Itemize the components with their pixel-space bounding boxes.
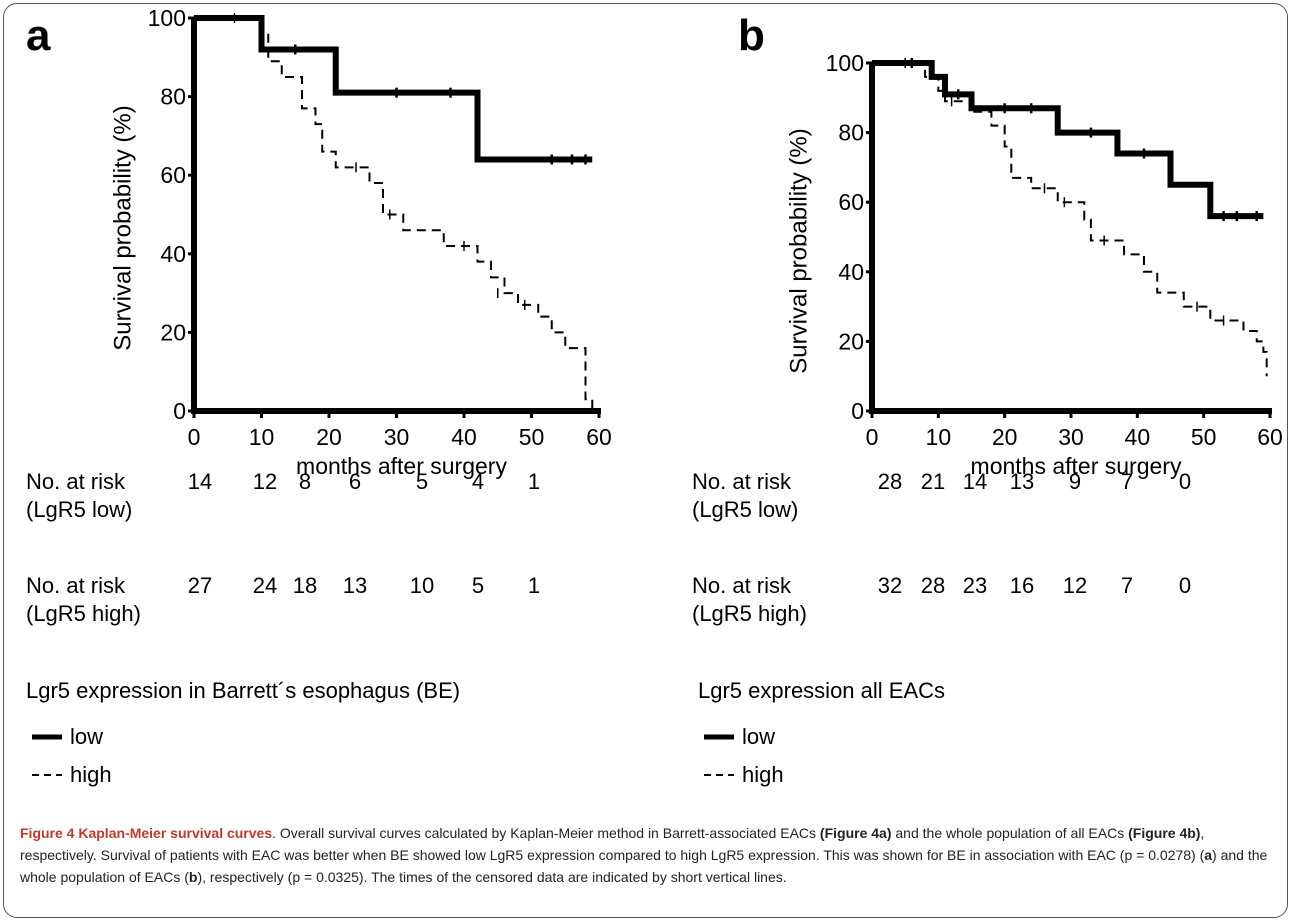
risk-number: 14 bbox=[187, 469, 213, 494]
legend-title-a: Lgr5 expression in Barrett´s esophagus (… bbox=[26, 678, 461, 703]
risk-number: 21 bbox=[920, 469, 946, 494]
panel-a: a 0 10 20 30 40 50 60 months after surgery 0 20 40… bbox=[4, 4, 650, 804]
x-tick-label: 60 bbox=[1257, 424, 1283, 450]
legend-item-high-a: high bbox=[32, 762, 112, 788]
km-curve-high bbox=[872, 62, 1268, 377]
x-axis-title: months after surgery bbox=[971, 453, 1182, 479]
x-tick-label: 0 bbox=[866, 424, 879, 450]
risk-number: 13 bbox=[342, 573, 368, 598]
risk-number: 27 bbox=[187, 573, 213, 598]
legend-label-high-b: high bbox=[742, 762, 784, 787]
x-tick-label: 40 bbox=[1125, 424, 1151, 450]
caption-ref-a: a bbox=[1204, 847, 1213, 863]
x-tick-label: 20 bbox=[992, 424, 1018, 450]
x-tick-label: 10 bbox=[249, 424, 275, 450]
risk-number: 28 bbox=[920, 573, 946, 598]
x-tick-label: 60 bbox=[586, 424, 612, 450]
caption-ref-4a: (Figure 4a) bbox=[819, 825, 892, 841]
risk-number: 7 bbox=[1120, 469, 1134, 494]
x-axis-title: months after surgery bbox=[296, 453, 507, 479]
risk-number: 32 bbox=[877, 573, 903, 598]
legend-label-high-a: high bbox=[70, 762, 112, 787]
legend-dashed-line-icon bbox=[704, 774, 734, 776]
legend-solid-line-icon bbox=[32, 734, 62, 740]
y-tick-label: 100 bbox=[826, 50, 864, 76]
risk-number: 12 bbox=[1062, 573, 1088, 598]
caption-label: Figure 4 Kaplan-Meier survival curves bbox=[20, 825, 273, 841]
figure-caption: Figure 4 Kaplan-Meier survival curves. O… bbox=[20, 822, 1282, 888]
risk-label-low-b: No. at risk (LgR5 low) bbox=[692, 469, 799, 522]
risk-number: 13 bbox=[1009, 469, 1035, 494]
risk-number: 6 bbox=[348, 469, 362, 494]
x-tick-label: 10 bbox=[926, 424, 952, 450]
caption-text: ), respectively (p = 0.0325). The times … bbox=[197, 869, 787, 885]
caption-text: , respectively. Survival of patients wit… bbox=[20, 825, 1205, 863]
risk-label-low-a: No. at risk (LgR5 low) bbox=[26, 469, 133, 522]
x-tick-label: 50 bbox=[1191, 424, 1217, 450]
x-tick-label: 30 bbox=[384, 424, 410, 450]
risk-number: 5 bbox=[415, 469, 429, 494]
risk-number: 28 bbox=[877, 469, 903, 494]
legend-label-low-a: low bbox=[70, 724, 104, 749]
km-curve-high bbox=[194, 17, 594, 411]
legend-item-high-b: high bbox=[704, 762, 784, 788]
risk-number: 8 bbox=[298, 469, 312, 494]
risk-number: 0 bbox=[1178, 573, 1192, 598]
x-tick-label: 30 bbox=[1058, 424, 1084, 450]
y-tick-label: 60 bbox=[838, 189, 864, 215]
caption-ref-b: b bbox=[188, 869, 198, 885]
panel-b: b 0 10 20 30 40 50 60 months after surgery 0 20 40… bbox=[650, 4, 1293, 804]
risk-number: 1 bbox=[527, 469, 541, 494]
y-tick-label: 60 bbox=[160, 162, 186, 188]
km-chart-b: 0 10 20 30 40 50 60 months after surgery 0 20 40 60… bbox=[826, 50, 1283, 479]
risk-label-high-b: No. at risk (LgR5 high) bbox=[692, 573, 807, 626]
y-tick-label: 80 bbox=[160, 84, 186, 110]
caption-text: and the whole population of all EACs bbox=[891, 825, 1129, 841]
panel-letter-b: b bbox=[738, 11, 765, 60]
risk-label-high-a: No. at risk (LgR5 high) bbox=[26, 573, 141, 626]
legend-item-low-b: low bbox=[704, 724, 775, 750]
y-tick-label: 0 bbox=[173, 398, 186, 424]
risk-number: 5 bbox=[471, 573, 485, 598]
caption-text: . Overall survival curves calculated by … bbox=[272, 825, 820, 841]
km-curve-low bbox=[194, 15, 593, 163]
risk-number: 24 bbox=[252, 573, 278, 598]
x-tick-label: 0 bbox=[188, 424, 201, 450]
panel-letter-a: a bbox=[26, 11, 51, 60]
legend-label-low-b: low bbox=[742, 724, 776, 749]
y-tick-label: 0 bbox=[851, 398, 864, 424]
y-tick-label: 80 bbox=[838, 120, 864, 146]
risk-number: 12 bbox=[252, 469, 278, 494]
y-tick-label: 100 bbox=[148, 5, 186, 31]
risk-number: 7 bbox=[1120, 573, 1134, 598]
km-curve-low bbox=[872, 60, 1264, 220]
legend-solid-line-icon bbox=[704, 734, 734, 740]
legend-title-b: Lgr5 expression all EACs bbox=[698, 678, 946, 703]
risk-number: 14 bbox=[962, 469, 988, 494]
risk-number: 1 bbox=[527, 573, 541, 598]
caption-ref-4b: (Figure 4b) bbox=[1128, 825, 1201, 841]
risk-number: 16 bbox=[1009, 573, 1035, 598]
risk-number: 9 bbox=[1068, 469, 1082, 494]
risk-number: 10 bbox=[409, 573, 435, 598]
y-axis-title-b: Survival probability (%) bbox=[785, 128, 813, 374]
caption-title: Kaplan-Meier survival curves bbox=[78, 825, 273, 841]
legend-item-low-a: low bbox=[32, 724, 103, 750]
x-tick-label: 40 bbox=[451, 424, 477, 450]
legend-dashed-line-icon bbox=[32, 774, 62, 776]
km-chart-a: 0 10 20 30 40 50 60 months after surgery 0 20 40 60… bbox=[148, 5, 612, 479]
figure-frame: a 0 10 20 30 40 50 60 months after surgery 0 20 40… bbox=[3, 3, 1288, 918]
y-tick-label: 20 bbox=[838, 328, 864, 354]
y-tick-label: 20 bbox=[160, 319, 186, 345]
risk-number: 23 bbox=[962, 573, 988, 598]
y-tick-label: 40 bbox=[838, 259, 864, 285]
caption-text: ) and the whole population of EACs ( bbox=[20, 847, 1268, 885]
x-tick-label: 50 bbox=[519, 424, 545, 450]
y-axis-title-a: Survival probability (%) bbox=[110, 105, 138, 351]
risk-number: 18 bbox=[292, 573, 318, 598]
risk-number: 4 bbox=[471, 469, 485, 494]
risk-number: 0 bbox=[1178, 469, 1192, 494]
y-tick-label: 40 bbox=[160, 241, 186, 267]
x-tick-label: 20 bbox=[316, 424, 342, 450]
